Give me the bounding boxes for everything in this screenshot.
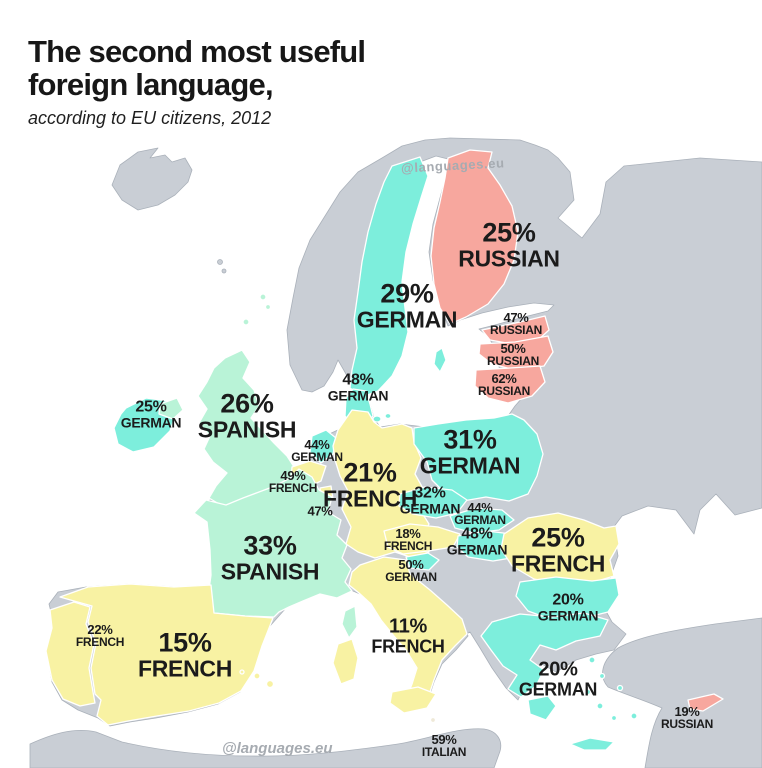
title-line-2: foreign language, — [28, 66, 274, 102]
label-luxembourg: 47% — [307, 503, 333, 519]
label-cyprus: 19% RUSSIAN — [661, 704, 713, 732]
label-belgium: 49% FRENCH — [268, 468, 318, 496]
danish-isles — [384, 412, 392, 420]
label-poland: 31% GERMAN — [419, 424, 521, 479]
aegean-island — [596, 702, 604, 710]
label-denmark: 48% GERMAN — [327, 371, 389, 405]
faroe-islands — [217, 259, 223, 265]
label-malta: 59% ITALIAN — [421, 732, 467, 760]
country-turkey — [602, 617, 762, 768]
page-title: The second most useful foreign language, — [28, 34, 468, 102]
country-cyprus — [687, 693, 724, 712]
label-slovakia: 44% GERMAN — [454, 500, 506, 528]
title-line-1: The second most useful — [28, 34, 366, 69]
island-sardinia — [332, 638, 359, 685]
country-estonia — [481, 315, 550, 345]
aegean-island — [610, 714, 618, 722]
aegean-island — [598, 672, 606, 680]
country-latvia — [478, 335, 554, 371]
label-netherlands: 44% GERMAN — [291, 437, 343, 465]
label-lithuania: 62% RUSSIAN — [478, 371, 530, 399]
country-bulgaria — [515, 576, 620, 621]
label-hungary: 48% GERMAN — [446, 525, 508, 559]
country-france — [193, 468, 353, 618]
island-rhodes — [630, 712, 638, 720]
label-france: 33% SPANISH — [220, 530, 320, 585]
orkney — [242, 318, 250, 326]
country-spain — [59, 583, 274, 726]
label-romania: 25% FRENCH — [510, 522, 606, 577]
island-sicily — [389, 686, 437, 714]
country-greece — [480, 612, 609, 698]
label-czechia: 32% GERMAN — [399, 484, 461, 518]
label-latvia: 50% RUSSIAN — [487, 341, 539, 369]
label-finland: 25% RUSSIAN — [458, 217, 560, 272]
country-lithuania — [474, 365, 546, 404]
country-malta — [429, 716, 437, 724]
label-portugal: 22% FRENCH — [75, 622, 125, 650]
watermark-bottom: @languages.eu — [222, 740, 333, 757]
danish-isles — [372, 415, 382, 423]
region-peloponnese — [527, 695, 557, 721]
aegean-island — [616, 684, 624, 692]
label-bulgaria: 20% GERMAN — [537, 591, 599, 625]
north-africa — [29, 728, 502, 768]
country-austria — [383, 523, 461, 555]
label-estonia: 47% RUSSIAN — [490, 310, 542, 338]
label-austria: 18% FRENCH — [383, 526, 433, 554]
island-gotland — [433, 347, 447, 373]
label-spain: 15% FRENCH — [137, 627, 233, 682]
country-sweden — [349, 156, 429, 398]
shetland — [259, 293, 267, 301]
balearic-island — [239, 669, 245, 675]
country-iceland — [111, 147, 193, 211]
header: The second most useful foreign language,… — [28, 34, 468, 129]
region-northern-ireland — [158, 397, 184, 420]
island-crete — [569, 737, 615, 751]
country-poland — [413, 413, 544, 502]
country-czechia — [398, 486, 468, 519]
aegean-island — [584, 688, 592, 696]
balearic-island — [265, 679, 275, 689]
country-slovenia — [405, 552, 440, 571]
country-netherlands — [309, 429, 337, 464]
island-corsica — [341, 605, 358, 639]
faroe-islands — [221, 268, 227, 274]
shetland — [264, 303, 272, 311]
label-slovenia: 50% GERMAN — [385, 557, 437, 585]
aegean-island — [588, 656, 596, 664]
label-uk: 26% SPANISH — [197, 388, 297, 443]
country-portugal — [45, 601, 96, 707]
country-slovakia — [449, 507, 515, 534]
country-romania — [500, 512, 620, 586]
label-germany: 21% FRENCH — [322, 457, 418, 512]
country-finland — [430, 149, 519, 325]
balearic-island — [253, 672, 261, 680]
label-ireland: 25% GERMAN — [120, 398, 182, 432]
label-greece: 20% GERMAN — [518, 658, 598, 700]
page-subtitle: according to EU citizens, 2012 — [28, 108, 272, 129]
label-italy: 11% FRENCH — [371, 615, 445, 657]
label-sweden: 29% GERMAN — [356, 278, 458, 333]
